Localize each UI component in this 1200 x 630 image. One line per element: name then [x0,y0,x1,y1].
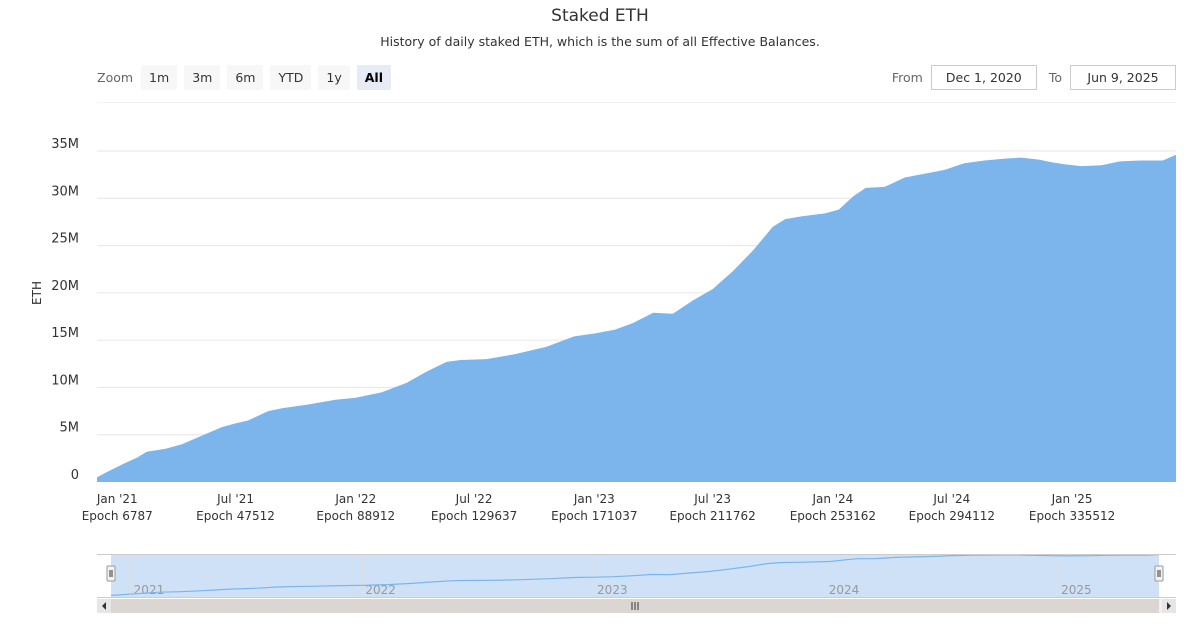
navigator-year-label: 2024 [829,583,860,597]
navigator-year-label: 2023 [597,583,628,597]
navigator-year-label: 2022 [365,583,396,597]
x-tick-label: Jan '22 [334,492,376,506]
staked-eth-area [97,154,1176,483]
navigator-year-label: 2025 [1061,583,1092,597]
x-tick-label: Jan '23 [573,492,615,506]
y-tick-label: 0 [71,468,79,483]
x-tick-label: Jan '21 [96,492,138,506]
y-tick-label: 15M [51,326,79,341]
x-tick-label: Jul '21 [216,492,254,506]
x-tick-epoch-label: Epoch 88912 [316,509,395,523]
to-date-input[interactable]: Jun 9, 2025 [1070,64,1176,90]
y-tick-label: 30M [51,184,79,199]
from-label: From [891,69,923,85]
y-axis-label: ETH [30,281,44,305]
y-tick-label: 20M [51,279,79,294]
x-tick-label: Jul '22 [455,492,493,506]
zoom-button-all[interactable]: All [356,64,391,90]
zoom-label: Zoom [97,69,134,85]
y-tick-label: 25M [51,232,79,247]
from-date-input[interactable]: Dec 1, 2020 [930,64,1037,90]
chart-subtitle: History of daily staked ETH, which is th… [380,34,820,49]
x-tick-epoch-label: Epoch 129637 [431,509,517,523]
y-tick-label: 5M [60,421,80,436]
navigator-scrollbar [97,599,1176,613]
navigator-right-handle[interactable] [1154,565,1164,582]
zoom-selector: Zoom 1m 3m 6m YTD 1y All [97,64,391,90]
navigator-left-handle[interactable] [106,565,116,582]
zoom-button-1y[interactable]: 1y [318,64,350,90]
handle-grip [1154,565,1164,582]
y-tick-label: 35M [51,137,79,152]
chart-title: Staked ETH [551,6,649,26]
x-tick-epoch-label: Epoch 6787 [82,509,153,523]
left-arrow-icon [102,602,106,610]
zoom-button-3m[interactable]: 3m [184,64,221,90]
zoom-button-1m[interactable]: 1m [141,64,178,90]
date-range: From Dec 1, 2020 To Jun 9, 2025 [888,64,1176,90]
zoom-button-6m[interactable]: 6m [227,64,264,90]
x-tick-epoch-label: Epoch 335512 [1029,509,1115,523]
x-tick-label: Jan '24 [811,492,853,506]
y-tick-label: 10M [51,373,79,388]
x-tick-label: Jul '24 [932,492,970,506]
x-tick-epoch-label: Epoch 47512 [196,509,275,523]
x-tick-epoch-label: Epoch 211762 [669,509,755,523]
navigator-year-label: 2021 [134,583,165,597]
x-tick-epoch-label: Epoch 294112 [909,509,995,523]
x-tick-epoch-label: Epoch 253162 [790,509,876,523]
right-arrow-icon [1167,602,1171,610]
zoom-button-ytd[interactable]: YTD [270,64,312,90]
toolbar-divider [97,102,1176,103]
x-tick-epoch-label: Epoch 171037 [551,509,637,523]
to-label: To [1048,69,1062,85]
handle-grip [106,565,116,582]
x-tick-label: Jul '23 [693,492,731,506]
x-tick-label: Jan '25 [1051,492,1093,506]
